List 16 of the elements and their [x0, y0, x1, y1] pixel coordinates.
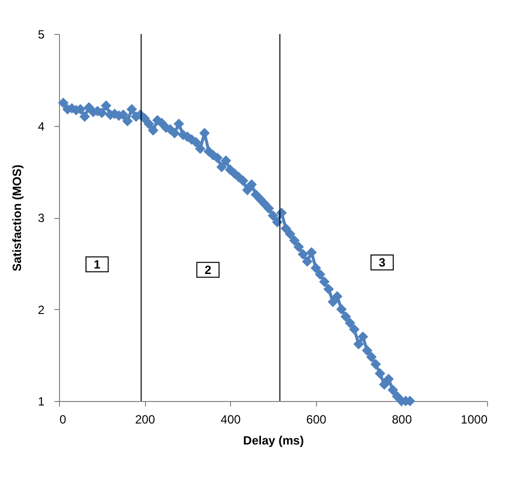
- y-axis-title: Satisfaction (MOS): [10, 164, 24, 272]
- x-tick-label: 1000: [460, 412, 488, 426]
- x-tick-label: 800: [392, 412, 412, 426]
- y-tick-label: 5: [38, 28, 45, 42]
- x-tick-label: 0: [60, 412, 66, 426]
- y-tick-label: 4: [38, 119, 45, 134]
- annotation: 1: [94, 257, 101, 272]
- x-axis-title: Delay (ms): [243, 434, 304, 448]
- y-tick-label: 3: [38, 211, 45, 225]
- y-tick-label: 2: [38, 302, 45, 317]
- annotation: 3: [378, 255, 386, 270]
- annotation: 2: [204, 262, 212, 277]
- y-tick-label: 1: [38, 394, 45, 408]
- x-tick-label: 400: [220, 412, 242, 426]
- x-tick-label: 200: [135, 412, 156, 426]
- x-tick-label: 600: [306, 412, 327, 426]
